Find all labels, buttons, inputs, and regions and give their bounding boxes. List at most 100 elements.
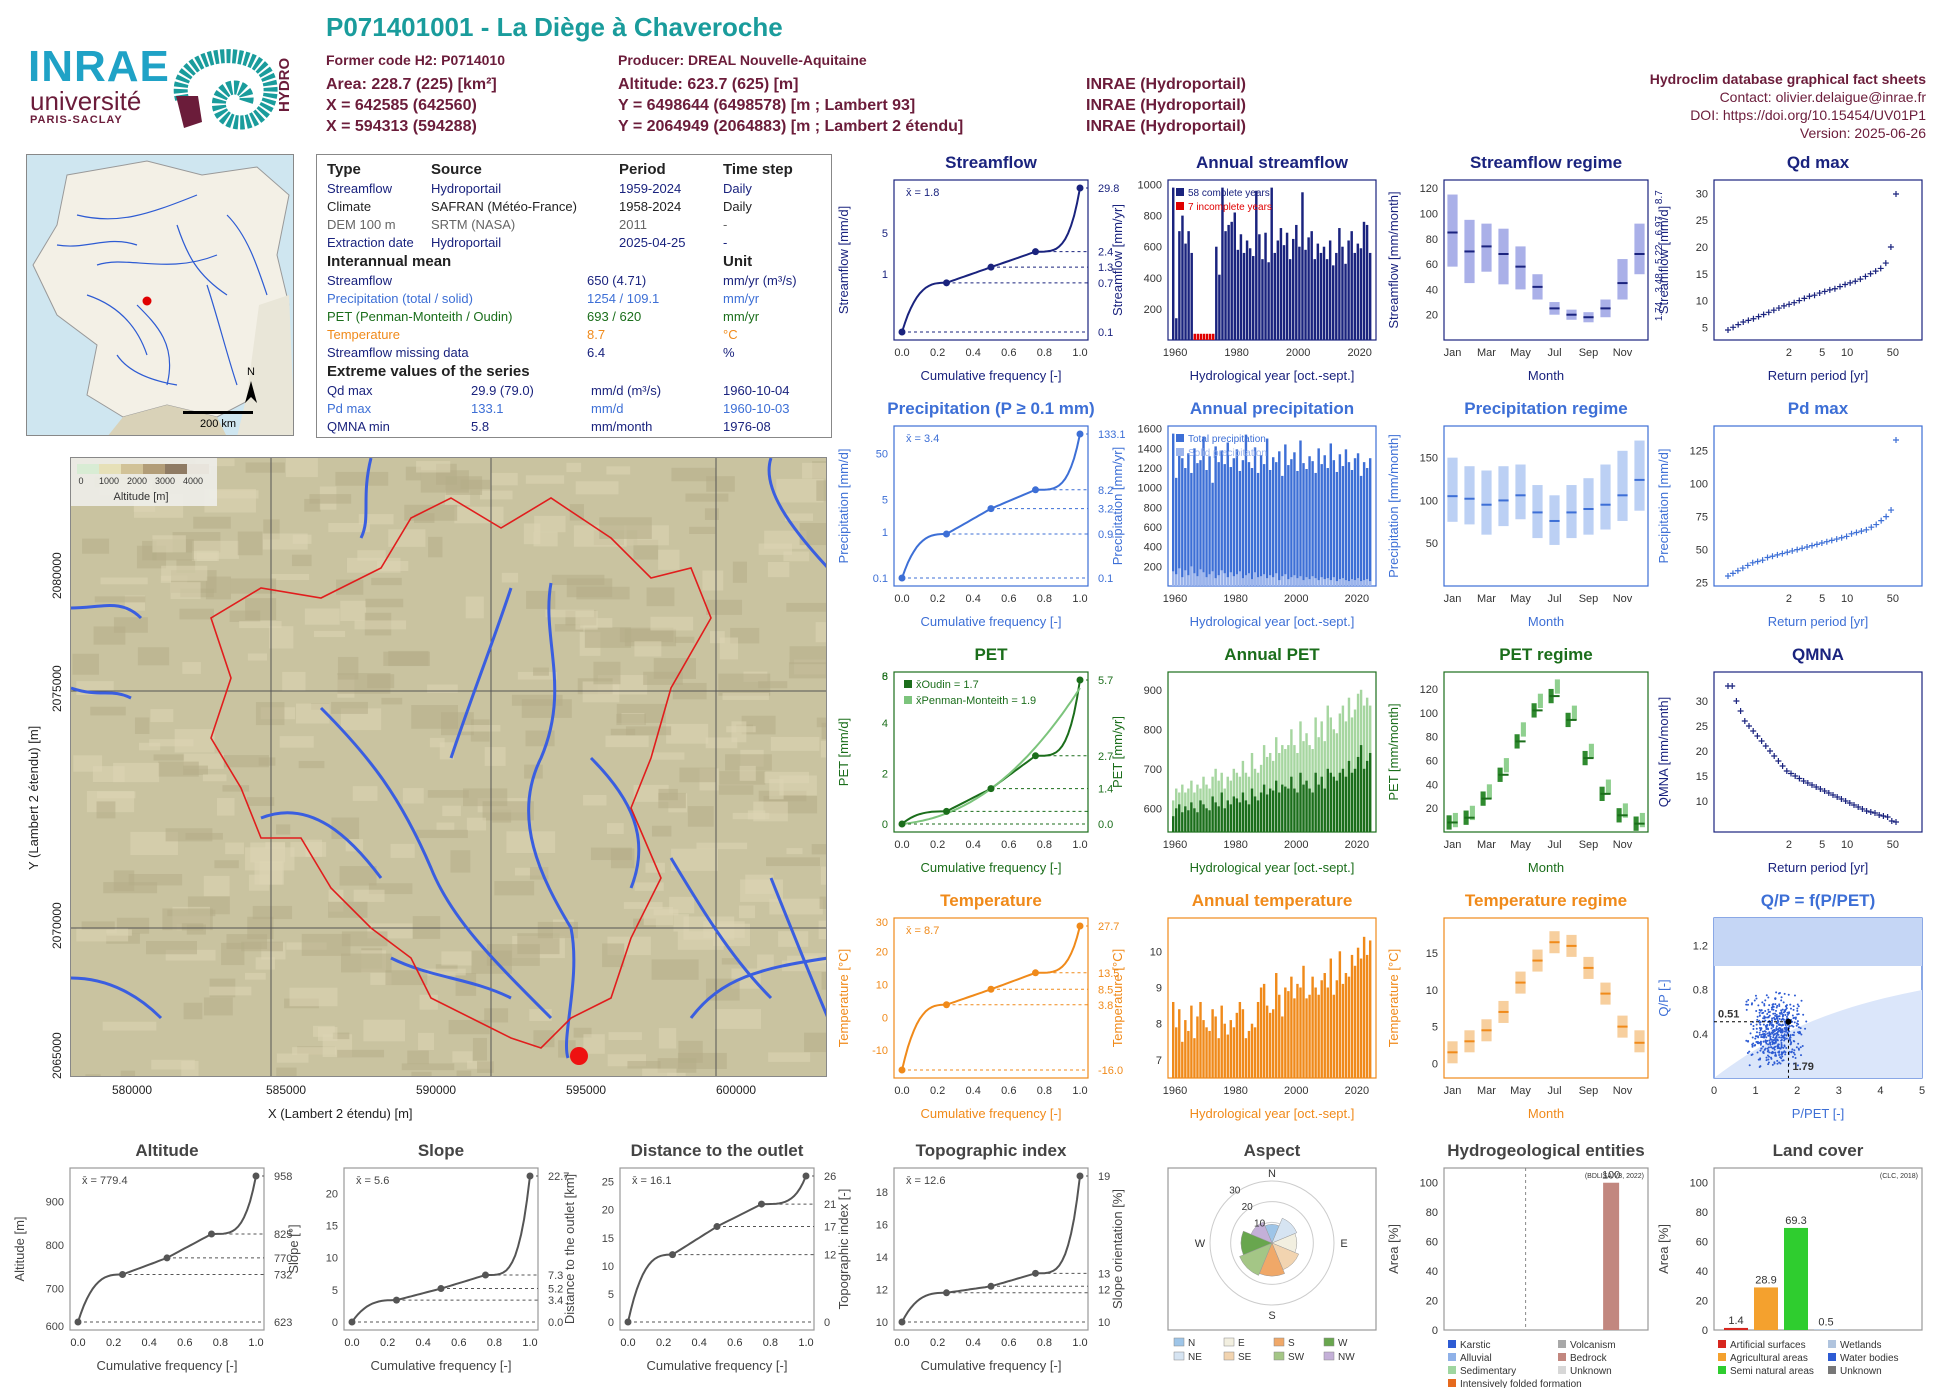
- scatter-point: [1778, 1036, 1780, 1038]
- bar: [1246, 240, 1248, 340]
- bar: [1242, 1009, 1244, 1078]
- scatter-point: [1776, 1014, 1778, 1016]
- bar: [1264, 233, 1266, 340]
- bar: [1278, 451, 1280, 586]
- bar: [1236, 449, 1238, 586]
- bar: [1184, 244, 1186, 340]
- bar: [1296, 792, 1298, 832]
- bar: [1311, 977, 1313, 1078]
- scatter-point: [1804, 1028, 1806, 1030]
- altitude: Altitude: 623.7 (625) [m]: [618, 76, 798, 94]
- x-tick: 2: [1786, 347, 1792, 359]
- map-ytick: 2080000: [50, 552, 64, 599]
- map-xtick: 585000: [266, 1083, 306, 1097]
- quantile-point: [669, 1251, 676, 1258]
- bar: [1317, 785, 1319, 832]
- bar: [1202, 1020, 1204, 1078]
- scatter-point: [1755, 1010, 1757, 1012]
- bar: [1248, 462, 1250, 586]
- bar: [1252, 256, 1254, 340]
- temperature_regime-title: Temperature regime: [1465, 891, 1627, 910]
- bar: [1314, 473, 1316, 586]
- legend-label: Agricultural areas: [1730, 1353, 1808, 1364]
- bar: [1317, 995, 1319, 1078]
- info-period: 1958-2024: [619, 199, 681, 217]
- scatter-point: [1793, 1031, 1795, 1033]
- box-penman: [1589, 744, 1594, 758]
- scatter-point: [1771, 1007, 1773, 1009]
- mean-unit: mm/yr: [723, 291, 759, 309]
- bar: [1302, 463, 1304, 586]
- bar: [1302, 785, 1304, 832]
- bar: [1339, 773, 1341, 832]
- bar-solid: [1305, 577, 1307, 586]
- box: [1617, 259, 1627, 299]
- legend-tick: 3000: [155, 476, 175, 486]
- x-tick: 2000: [1284, 593, 1308, 605]
- left-tick: 30: [876, 917, 888, 929]
- y-tick: 10: [1696, 796, 1708, 808]
- bar: [1197, 334, 1199, 340]
- bar: [1227, 1035, 1229, 1078]
- scatter-point: [1789, 1025, 1791, 1027]
- x-tick: 0.2: [930, 1085, 945, 1097]
- legend-tick: 4000: [183, 476, 203, 486]
- scatter-point: [1778, 1034, 1780, 1036]
- bar-solid: [1327, 578, 1329, 586]
- bar-solid: [1299, 576, 1301, 586]
- bar-solid: [1290, 577, 1292, 586]
- y-tick: 100: [1420, 495, 1438, 507]
- scatter-point: [1776, 1005, 1778, 1007]
- bar-solid: [1345, 580, 1347, 586]
- bar-solid: [1202, 572, 1204, 586]
- mean-label: x̄ = 3.4: [906, 433, 939, 445]
- scatter-point: [1793, 1005, 1795, 1007]
- y-tick: 10: [1696, 296, 1708, 308]
- scatter-point: [1765, 1026, 1767, 1028]
- scatter-point: [1782, 1052, 1784, 1054]
- bar-solid: [1281, 576, 1283, 586]
- precipitation-xlabel: Cumulative frequency [-]: [921, 614, 1062, 629]
- bar: [1269, 789, 1271, 832]
- quantile-point: [988, 264, 995, 271]
- bar-solid: [1369, 581, 1371, 586]
- scatter-point: [1754, 999, 1756, 1001]
- pet_regime-xlabel: Month: [1528, 860, 1564, 875]
- x-tick: 0.4: [416, 1337, 431, 1349]
- energy-limit-zone: [1714, 918, 1922, 966]
- scatter-point: [1784, 1038, 1786, 1040]
- quantile-point: [988, 785, 995, 792]
- scatter-point: [1757, 1042, 1759, 1044]
- x-tick: Mar: [1477, 1085, 1496, 1097]
- bar: [1336, 781, 1338, 832]
- x-tick: 2: [1786, 593, 1792, 605]
- scatter-point: [1759, 1032, 1761, 1034]
- bar: [1261, 259, 1263, 340]
- y-tick: 80: [1696, 1207, 1708, 1219]
- y-tick: 0.8: [1693, 985, 1708, 997]
- pd_max-xlabel: Return period [yr]: [1768, 614, 1868, 629]
- bar: [1314, 773, 1316, 832]
- info-header-h_type: Type: [327, 161, 361, 179]
- extreme-label: Pd max: [327, 401, 371, 419]
- scatter-point: [1767, 1028, 1769, 1030]
- bar: [1360, 745, 1362, 832]
- bar: [1296, 471, 1298, 586]
- box-penman: [1555, 679, 1560, 693]
- plot-frame: [70, 1168, 264, 1330]
- scatter-point: [1764, 1010, 1766, 1012]
- scatter-point: [1768, 1039, 1770, 1041]
- scatter-point: [1783, 1059, 1785, 1061]
- pet-xlabel: Cumulative frequency [-]: [921, 860, 1062, 875]
- bar: [1275, 462, 1277, 586]
- y-tick: 20: [1696, 746, 1708, 758]
- bar: [1304, 250, 1306, 340]
- scatter-point: [1784, 1045, 1786, 1047]
- scatter-point: [1769, 1042, 1771, 1044]
- scatter-point: [1783, 1035, 1785, 1037]
- x-tick: Nov: [1613, 347, 1633, 359]
